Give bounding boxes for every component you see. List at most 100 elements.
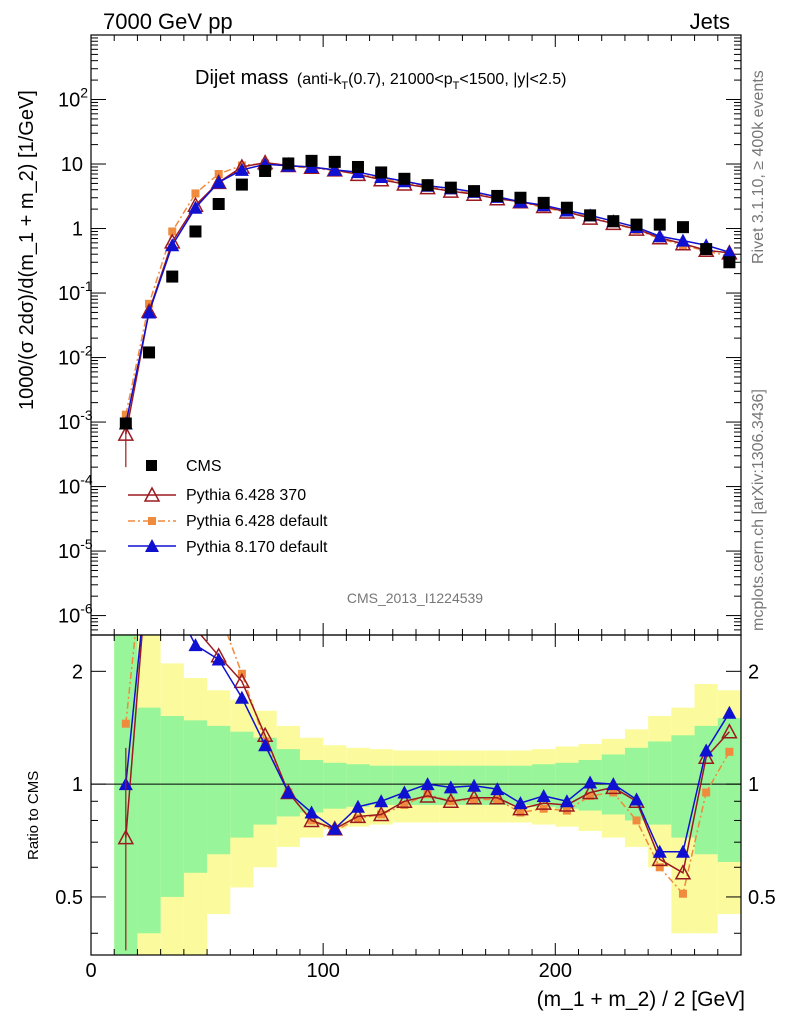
data-point-cms <box>189 225 202 238</box>
ratio-point-p6_def <box>353 814 362 823</box>
ratio-point-p6_370 <box>442 792 460 809</box>
ratio-tick-label-right: 0.5 <box>748 887 776 909</box>
legend-label-p6-370: Pythia 6.428 370 <box>186 487 306 504</box>
data-point-cms <box>235 178 248 191</box>
ratio-point-p8_def <box>699 743 714 757</box>
ratio-line-p6_370 <box>125 635 730 874</box>
data-point-p8_def <box>188 200 203 214</box>
ratio-point-p6_def <box>609 788 618 797</box>
data-point-p6_def <box>121 410 130 419</box>
ratio-point-p6_370 <box>419 787 436 803</box>
data-point-p8_def <box>234 162 249 176</box>
data-point-cms <box>723 256 736 269</box>
plot-title-main: Dijet mass <box>195 67 288 89</box>
data-point-p8_def <box>675 233 690 247</box>
data-point-cms <box>259 164 272 177</box>
data-point-cms <box>607 215 620 228</box>
ratio-point-p6_370 <box>651 850 669 867</box>
ratio-point-p8_def <box>675 844 690 858</box>
analysis-id-label: CMS_2013_I1224539 <box>347 590 483 606</box>
ratio-tick-label-right: 1 <box>748 774 759 796</box>
plot-title: Dijet mass (anti-kT(0.7), 21000<pT<1500,… <box>195 67 566 92</box>
x-tick-label: 0 <box>85 960 96 982</box>
cms-band-inner-bin <box>160 715 184 897</box>
x-tick-label: 200 <box>539 960 572 982</box>
ratio-point-p8_def <box>467 778 482 792</box>
legend-marker-p6-default <box>148 517 156 525</box>
data-point-cms <box>375 166 388 179</box>
data-point-p8_def <box>211 175 226 189</box>
ratio-point-p6_def <box>678 889 687 898</box>
x-axis-label: (m_1 + m_2) / 2 [GeV] <box>537 988 745 1011</box>
data-point-p8_def <box>165 238 180 252</box>
ratio-point-p8_def <box>327 821 342 835</box>
ratio-point-p6_def <box>423 790 432 799</box>
data-point-cms <box>143 346 156 359</box>
ratio-point-p6_370 <box>233 672 251 689</box>
data-point-p6_def <box>168 227 177 236</box>
data-point-cms <box>491 189 504 202</box>
plot-title-sub-end: <1500, |y|<2.5) <box>459 71 566 88</box>
x-tick-labels: 0 100 200 <box>85 960 572 982</box>
data-point-cms <box>398 172 411 185</box>
ratio-tick-label-left: 2 <box>72 661 83 683</box>
ratio-point-p8_def <box>350 799 365 813</box>
y-tick-label: 102 <box>58 85 88 112</box>
ratio-point-p8_def <box>234 690 249 704</box>
data-point-cms <box>282 157 295 170</box>
ratio-series <box>117 635 738 951</box>
ratio-point-p8_def <box>629 792 644 806</box>
x-tick-label: 100 <box>306 960 339 982</box>
data-point-p8_def <box>722 245 737 259</box>
ratio-point-p8_def <box>583 775 598 789</box>
ratio-point-p8_def <box>443 780 458 794</box>
ratio-point-p8_def <box>397 785 412 799</box>
data-point-cms <box>351 160 364 173</box>
legend: CMS Pythia 6.428 370 Pythia 6.428 defaul… <box>128 458 328 556</box>
data-point-p8_def <box>652 229 667 243</box>
data-point-cms <box>560 201 573 214</box>
y-tick-label: 10-5 <box>58 536 93 563</box>
y-tick-label: 10-6 <box>58 601 93 628</box>
cms-band-inner-bin <box>183 720 208 873</box>
cms-band-inner-bin <box>207 725 231 855</box>
cms-band-inner-bin <box>253 737 277 825</box>
main-series <box>117 154 738 468</box>
header-left-label: 7000 GeV pp <box>103 9 233 34</box>
ratio-point-p8_def <box>281 785 296 799</box>
y-tick-label: 10-4 <box>58 472 93 499</box>
main-y-axis-label: 1000/(σ 2dσ)/d(m_1 + m_2) [1/GeV] <box>16 90 38 410</box>
plot-title-sub-index2: T <box>453 80 460 92</box>
cms-band-inner-bin <box>299 759 324 813</box>
y-tick-label: 10-3 <box>58 407 93 434</box>
data-point-cms <box>119 417 132 430</box>
data-point-cms <box>514 191 527 204</box>
ratio-point-p6_370 <box>488 789 506 805</box>
plot-title-sub-rest: (0.7), 21000<p <box>348 71 453 88</box>
ratio-panel: 0.5 0.5 1 1 2 2 Ratio to CMS <box>25 634 776 956</box>
plot-title-sub-index: T <box>341 80 348 92</box>
ratio-point-p8_def <box>420 777 435 791</box>
cms-band-inner-bin <box>276 749 300 817</box>
ratio-point-p6_370 <box>535 794 552 810</box>
ratio-point-p8_def <box>513 796 528 810</box>
data-point-p8_def <box>142 305 157 319</box>
ratio-point-p6_def <box>655 863 664 872</box>
legend-label-p8-default: Pythia 8.170 default <box>186 539 328 556</box>
data-point-p6_def <box>191 189 200 198</box>
cms-band-inner-bin <box>671 735 695 838</box>
ratio-point-p6_def <box>632 816 641 825</box>
ratio-point-p8_def <box>258 738 273 752</box>
plot-title-sub: (anti-k <box>297 71 342 88</box>
legend-label-p6-default: Pythia 6.428 default <box>186 513 328 530</box>
ratio-point-p6_def <box>516 808 525 817</box>
data-point-p8_def <box>327 162 342 176</box>
legend-marker-p8-default <box>145 539 159 552</box>
cms-band-inner-bin <box>717 718 741 862</box>
ratio-point-p8_def <box>304 805 319 819</box>
ratio-point-p6_def <box>493 795 502 804</box>
data-point-cms <box>305 154 318 167</box>
y-tick-label: 10-1 <box>58 278 93 305</box>
ratio-point-p8_def <box>722 705 737 719</box>
data-point-cms <box>700 243 713 256</box>
